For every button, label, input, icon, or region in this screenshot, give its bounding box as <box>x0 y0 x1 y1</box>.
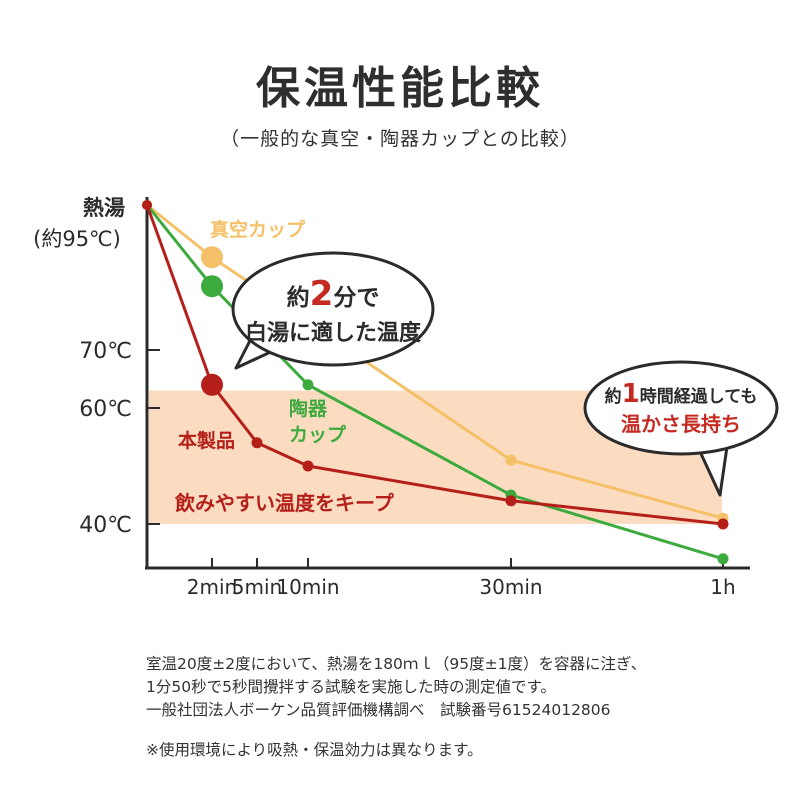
product-data-point <box>142 200 152 210</box>
callout-right-joint <box>698 441 728 452</box>
ceramic-data-point <box>717 553 729 565</box>
y-tick-label: 60℃ <box>79 397 132 422</box>
callout-right-bubble <box>583 360 779 456</box>
x-tick-label: 30min <box>479 575 542 599</box>
disclaimer-note: ※使用環境により吸熱・保温効力は異なります。 <box>146 741 483 759</box>
x-tick-label: 1h <box>710 575 735 599</box>
ceramic-data-point <box>302 379 314 391</box>
band-label: 飲みやすい温度をキープ <box>174 491 395 515</box>
x-tick-label: 2min <box>187 575 237 599</box>
y-tick-label: 70℃ <box>79 339 132 364</box>
y-tick-label: 40℃ <box>79 513 132 538</box>
callout-right-line1: 約1時間経過しても <box>605 379 758 409</box>
test-organization-note: 一般社団法人ボーケン品質評価機構調べ 試験番号61524012806 <box>146 701 611 719</box>
x-tick-label: 5min <box>232 575 282 599</box>
product-data-point <box>251 437 263 449</box>
y-tick-label: (約95℃) <box>33 227 121 251</box>
ceramic-series-label: カップ <box>289 423 347 446</box>
product-series-label: 本製品 <box>178 429 235 452</box>
vacuum-series-label: 真空カップ <box>210 218 306 241</box>
test-condition-note: 室温20度±2度において、熱湯を180ｍｌ（95度±1度）を容器に注ぎ、 <box>146 655 647 673</box>
callout-left-line1: 約2分で <box>287 274 380 314</box>
product-data-point <box>201 373 223 396</box>
product-data-point <box>717 518 729 530</box>
callout-left-bubble <box>231 251 435 367</box>
x-tick-label: 10min <box>276 575 339 599</box>
callout-left-line2: 白湯に適した温度 <box>245 320 422 346</box>
vacuum-data-point <box>201 246 223 269</box>
callout-right-line2: 温かさ長持ち <box>621 412 741 436</box>
y-tick-label: 熱湯 <box>83 196 125 220</box>
chart-subtitle: （一般的な真空・陶器カップとの比較） <box>220 128 580 150</box>
product-data-point <box>505 495 517 507</box>
ceramic-series-label: 陶器 <box>289 397 328 420</box>
product-data-point <box>302 460 314 472</box>
test-method-note: 1分50秒で5秒間攪拌する試験を実施した時の測定値です。 <box>146 678 556 696</box>
vacuum-data-point <box>505 454 517 466</box>
chart-title: 保温性能比較 <box>256 63 544 114</box>
ceramic-data-point <box>201 275 223 298</box>
product-series-line <box>145 204 724 526</box>
callout-left-joint <box>255 327 291 346</box>
